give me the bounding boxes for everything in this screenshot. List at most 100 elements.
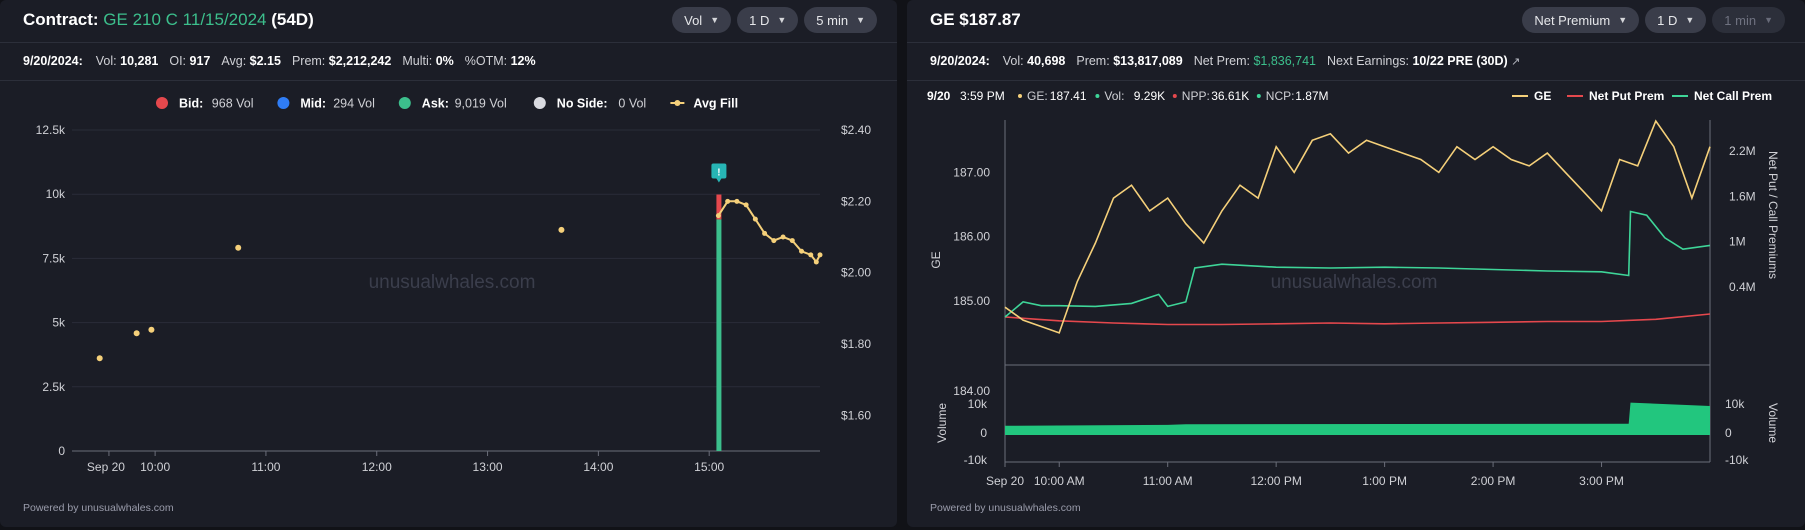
avg-fill-point [133, 330, 140, 337]
tooltip-label: Vol: [1104, 89, 1124, 103]
metric-dropdown[interactable]: Vol ▼ [672, 7, 732, 33]
tooltip-time: 9/20 [927, 89, 951, 103]
tooltip-time-clock: 3:59 PM [960, 89, 1005, 103]
chevron-down-icon: ▼ [856, 15, 865, 25]
contract-chart-panel: Contract: GE 210 C 11/15/2024 (54D) Vol ▼… [0, 0, 897, 527]
chevron-down-icon: ▼ [1764, 15, 1773, 25]
tooltip-value: 9.29K [1134, 89, 1165, 103]
tooltip-label: NCP: [1266, 89, 1295, 103]
premium-axis-title: Net Put / Call Premiums [1766, 151, 1780, 279]
ticker-header: GE $187.87 Net Premium ▼ 1 D ▼ 1 min ▼ [907, 0, 1805, 43]
tooltip-value: 36.61K [1211, 89, 1249, 103]
avg-fill-point [558, 226, 565, 233]
ge-dot [1018, 94, 1022, 98]
y2-tick-label: $2.20 [841, 194, 871, 208]
avg-fill-line-point [743, 202, 749, 208]
legend-value: 294 Vol [333, 97, 375, 111]
volume-axis-title-right: Volume [1766, 403, 1780, 443]
avg-fill-line-point [715, 213, 721, 219]
avg-fill-legend-marker [674, 100, 681, 106]
external-link-icon[interactable]: ↗ [1511, 56, 1521, 68]
avg-fill-line-point [789, 238, 795, 244]
ticker-stats-bar: 9/20/2024: Vol: 40,698 Prem: $13,817,089… [907, 43, 1805, 81]
range-dropdown[interactable]: 1 D ▼ [737, 7, 799, 33]
y2-tick-label: $2.40 [841, 123, 871, 137]
volume-tick-label-right: -10k [1725, 453, 1749, 467]
contract-stats-bar: 9/20/2024: Vol: 10,281 OI: 917 Avg: $2.1… [0, 43, 897, 81]
x-tick-label: 1:00 PM [1362, 474, 1407, 488]
chevron-down-icon: ▼ [1685, 15, 1695, 25]
stat-volume: Vol: 10,281 [95, 54, 159, 68]
ge-tick-label: 185.00 [953, 294, 990, 308]
powered-by-footer[interactable]: Powered by unusualwhales.com [23, 502, 174, 514]
bid-volume-bar [716, 194, 722, 220]
alert-glyph: ! [717, 168, 720, 179]
chart-legend[interactable]: Bid: 968 Vol Mid: 294 Vol Ask: 9,019 Vol No Si… [156, 97, 738, 111]
contract-symbol[interactable]: GE 210 C 11/15/2024 [103, 10, 267, 29]
ge-tick-label: 187.00 [953, 165, 990, 179]
legend-label: GE [1534, 89, 1551, 103]
ticker-symbol[interactable]: GE [930, 10, 955, 29]
tooltip-value: 1.87M [1295, 89, 1328, 103]
stat-net-premium: Net Prem: $1,836,741 [1193, 54, 1317, 68]
y-tick-label: 5k [52, 316, 66, 330]
volume-area [1005, 402, 1710, 433]
ask-volume-bar [716, 219, 722, 451]
alert-icon-pointer [716, 178, 722, 183]
volume-dot [1095, 94, 1100, 98]
avg-fill-line-point [762, 230, 768, 236]
x-tick-label: 13:00 [473, 460, 503, 474]
interval-dropdown[interactable]: 1 min ▼ [1712, 7, 1785, 33]
stat-volume: Vol: 40,698 [1002, 54, 1066, 68]
volume-axis-title: Volume [935, 403, 949, 443]
y-tick-label: 0 [58, 444, 65, 458]
stat-premium: Prem: $2,212,242 [291, 54, 392, 68]
premium-tick-label: 1M [1729, 235, 1746, 249]
chart-legend[interactable]: GE Net Put Prem Net Call Prem [1512, 89, 1772, 103]
avg-fill-point [148, 326, 155, 333]
y-tick-label: 10k [46, 187, 66, 201]
x-tick-label: 14:00 [583, 460, 613, 474]
ge-price-line [1004, 119, 1711, 334]
net-premium-chart[interactable]: 9/20 3:59 PM GE: 187.41 Vol: 9.29K NPP: 36.61K N… [907, 85, 1805, 505]
avg-fill-line-point [771, 238, 777, 244]
contract-header: Contract: GE 210 C 11/15/2024 (54D) Vol ▼… [0, 0, 897, 43]
avg-fill-point [96, 355, 103, 362]
avg-fill-line-point [808, 252, 814, 258]
stat-open-interest: OI: 917 [169, 54, 211, 68]
avg-fill-line-point [817, 252, 823, 258]
interval-dropdown[interactable]: 5 min ▼ [804, 7, 877, 33]
ticker-price: $187.87 [959, 10, 1021, 29]
volume-tick-label: -10k [964, 453, 988, 467]
contract-volume-chart[interactable]: Bid: 968 Vol Mid: 294 Vol Ask: 9,019 Vol No Si… [0, 85, 897, 505]
volume-tick-label: 0 [980, 426, 987, 440]
ticker-chart-panel: GE $187.87 Net Premium ▼ 1 D ▼ 1 min ▼ 9/20… [907, 0, 1805, 527]
legend-label: Mid: [300, 97, 326, 111]
avg-fill-line-point [780, 234, 786, 240]
ge-axis-title: GE [929, 251, 943, 268]
legend-marker [398, 97, 411, 109]
tooltip-label: GE: [1027, 89, 1048, 103]
stat-average: Avg: $2.15 [221, 54, 281, 68]
legend-marker [156, 97, 168, 109]
tooltip-value: 187.41 [1050, 89, 1087, 103]
x-tick-label: 11:00 AM [1143, 474, 1193, 488]
metric-dropdown[interactable]: Net Premium ▼ [1522, 7, 1640, 33]
x-tick-label: 2:00 PM [1471, 474, 1516, 488]
avg-fill-point [235, 244, 242, 251]
powered-by-footer[interactable]: Powered by unusualwhales.com [930, 502, 1081, 514]
avg-fill-line-point [734, 198, 740, 204]
days-to-expiry: (54D) [271, 10, 314, 29]
range-dropdown[interactable]: 1 D ▼ [1645, 7, 1707, 33]
legend-value: 968 Vol [212, 97, 254, 111]
tooltip-label: NPP: [1182, 89, 1210, 103]
ge-tick-label: 184.00 [953, 384, 990, 398]
net-call-prem-line [1004, 210, 1711, 318]
alert-icon [711, 163, 727, 179]
premium-tick-label: 2.2M [1729, 144, 1756, 158]
y2-tick-label: $1.60 [841, 408, 871, 422]
premium-tick-label: 0.4M [1729, 280, 1756, 294]
ticker-title: GE $187.87 [930, 10, 1021, 30]
volume-tick-label: 10k [968, 397, 988, 411]
stat-premium: Prem: $13,817,089 [1076, 54, 1183, 68]
